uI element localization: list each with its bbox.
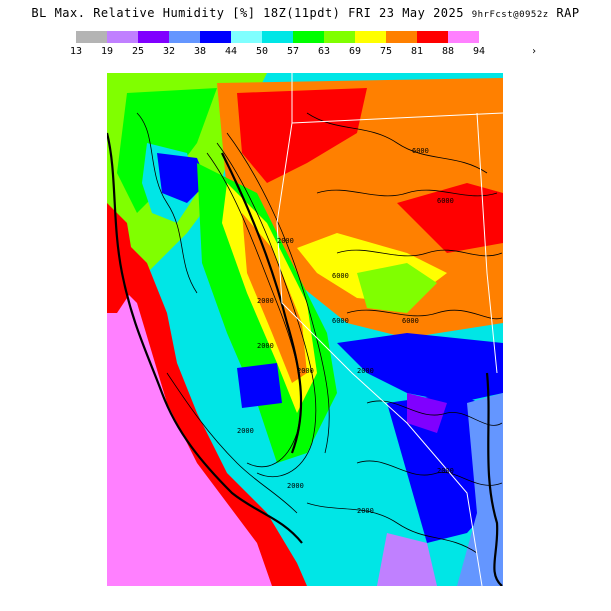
state-borders — [276, 73, 503, 586]
contour-label: 2000 — [437, 467, 454, 475]
legend-tick-label: 25 — [131, 46, 145, 57]
legend-swatch — [231, 31, 262, 43]
legend-tick-label: 69 — [348, 46, 362, 57]
title-forecast: 9hrFcst@0952z — [471, 10, 549, 20]
legend-swatch — [293, 31, 324, 43]
legend-tick-label: 44 — [224, 46, 238, 57]
thick-contour-lines — [107, 132, 503, 586]
region-northcoast-red — [107, 203, 137, 313]
region-north-blue — [157, 153, 207, 203]
legend-swatch — [138, 31, 169, 43]
legend-tick-label: 32 — [162, 46, 176, 57]
legend-tick-label: 13 — [69, 46, 83, 57]
contour-label-group: 2000 2000 6000 6000 6000 6000 6000 2000 … — [237, 147, 454, 515]
legend-tick-label: 88 — [441, 46, 455, 57]
contour-label: 2000 — [357, 507, 374, 515]
region-utah-orange — [427, 113, 503, 173]
legend-swatch — [262, 31, 293, 43]
chart-title: BL Max. Relative Humidity [%] 18Z(11pdt)… — [0, 6, 611, 20]
legend-swatch — [200, 31, 231, 43]
region-nevada-orange — [277, 193, 397, 253]
region-south-lilac — [377, 533, 437, 586]
region-coast-pink — [107, 273, 272, 586]
legend-swatch — [417, 31, 448, 43]
legend-tick-label: 63 — [317, 46, 331, 57]
region-southeast-purple — [407, 393, 447, 433]
contour-label: 2000 — [257, 342, 274, 350]
contour-label: 2000 — [357, 367, 374, 375]
contour-label: 2000 — [237, 427, 254, 435]
humidity-map: 2000 2000 6000 6000 6000 6000 6000 2000 … — [107, 73, 503, 586]
contour-label: 6000 — [402, 317, 419, 325]
legend-swatch — [386, 31, 417, 43]
contour-label: 2000 — [297, 367, 314, 375]
region-nevada-green — [357, 263, 437, 313]
contour-label: 6000 — [412, 147, 429, 155]
legend-swatch — [448, 31, 479, 43]
contour-label: 6000 — [332, 317, 349, 325]
contour-label: 2000 — [287, 482, 304, 490]
legend-more-arrow: › — [530, 46, 538, 57]
legend-swatch — [107, 31, 138, 43]
legend-tick-label: 75 — [379, 46, 393, 57]
contour-label: 6000 — [437, 197, 454, 205]
legend-tick-label: 81 — [410, 46, 424, 57]
region-utah-red — [397, 183, 503, 253]
legend-tick-label: 94 — [472, 46, 486, 57]
legend-swatch — [76, 31, 107, 43]
legend-swatch — [169, 31, 200, 43]
legend-tick-label: 38 — [193, 46, 207, 57]
legend-swatch — [355, 31, 386, 43]
color-legend — [76, 31, 479, 43]
region-east-blue — [337, 333, 503, 403]
legend-tick-label: 19 — [100, 46, 114, 57]
contour-label: 2000 — [257, 297, 274, 305]
region-oregon-red — [237, 88, 367, 183]
contour-label: 2000 — [277, 237, 294, 245]
region-far-east-lightblue — [457, 393, 503, 586]
title-main: BL Max. Relative Humidity [%] 18Z(11pdt)… — [31, 6, 464, 20]
legend-tick-label: 57 — [286, 46, 300, 57]
region-central-blue — [237, 363, 282, 408]
legend-swatch — [324, 31, 355, 43]
contour-lines — [136, 112, 503, 554]
contour-label: 6000 — [332, 272, 349, 280]
legend-tick-label: 50 — [255, 46, 269, 57]
title-model: RAP — [556, 6, 580, 20]
legend-ticks: 13 19 25 32 38 44 50 57 63 69 75 81 88 94 › — [0, 46, 611, 60]
